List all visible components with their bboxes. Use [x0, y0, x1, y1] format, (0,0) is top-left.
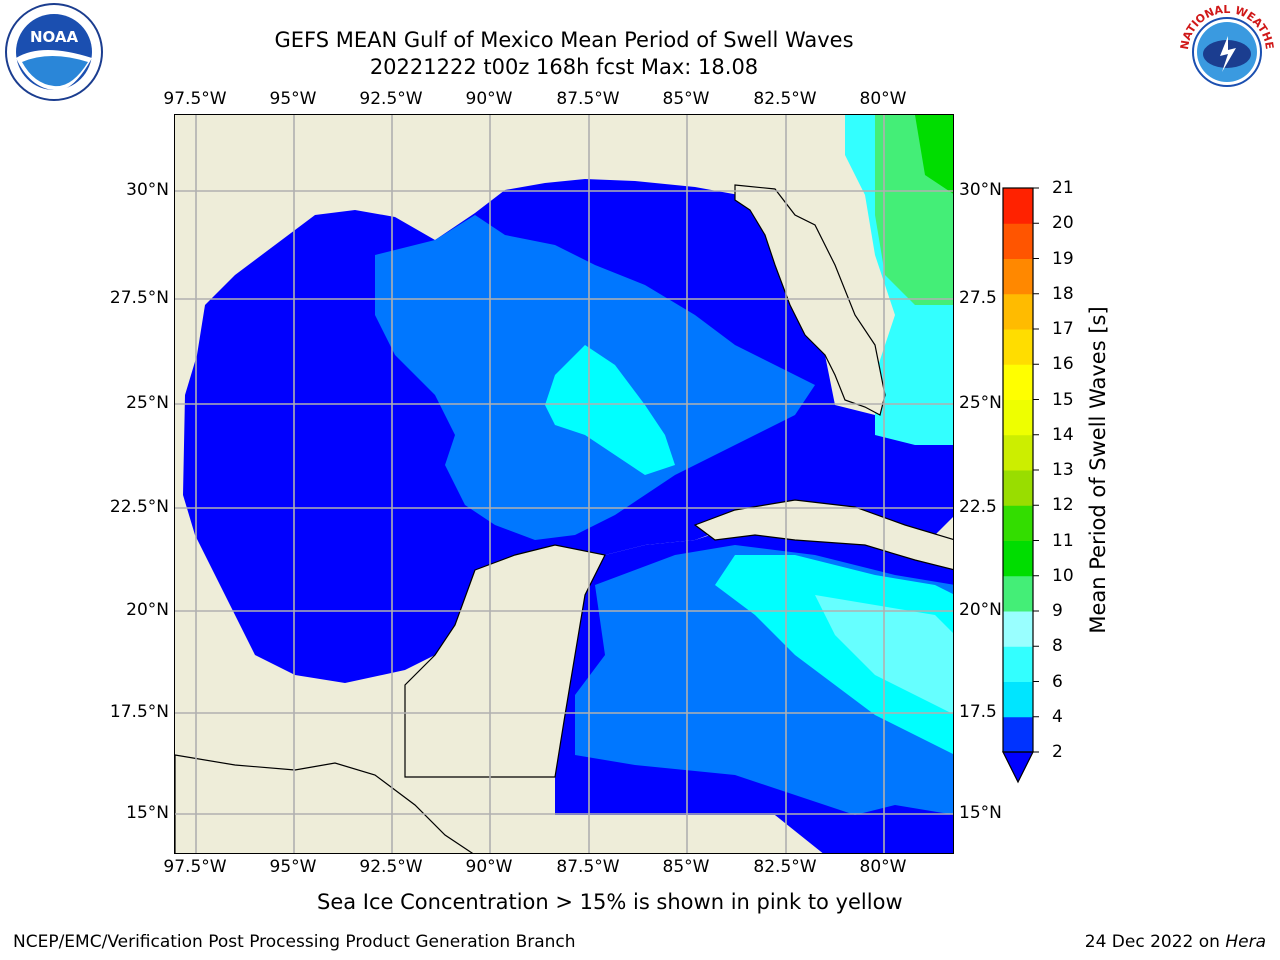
- colorbar-tick-label: 11: [1052, 530, 1074, 551]
- footer-credit: NCEP/EMC/Verification Post Processing Pr…: [13, 932, 576, 952]
- colorbar-segment: [1003, 293, 1033, 330]
- map-panel: [174, 114, 954, 854]
- yucatan-land: [404, 544, 606, 778]
- colorbar-segment: [1003, 611, 1033, 647]
- colorbar-tick-label: 16: [1052, 354, 1074, 375]
- colorbar-label: Mean Period of Swell Waves [s]: [1086, 306, 1110, 634]
- nws-logo: NATIONAL WEATHER SERVICE: [1172, 0, 1278, 106]
- lat-label-right: 17.5: [959, 702, 997, 722]
- colorbar-segment: [1003, 470, 1033, 506]
- lat-label-right: 15°N: [959, 803, 1002, 823]
- noaa-logo: NOAA: [2, 2, 106, 106]
- colorbar-segment: [1003, 646, 1033, 682]
- colorbar-segment: [1003, 716, 1033, 753]
- lon-label-top: 90°W: [465, 89, 513, 109]
- colorbar-tick-label: 12: [1052, 495, 1074, 516]
- lat-label-left: 22.5°N: [109, 497, 169, 517]
- lon-label-top: 80°W: [859, 89, 907, 109]
- lat-label-right: 25°N: [959, 393, 1002, 413]
- lon-label-bottom: 80°W: [859, 857, 907, 877]
- colorbar-segment: [1003, 399, 1033, 436]
- swell-period-map: [175, 115, 953, 853]
- colorbar-segment: [1003, 364, 1033, 400]
- lon-label-bottom: 90°W: [465, 857, 513, 877]
- lon-label-top: 82.5°W: [753, 89, 817, 109]
- colorbar-segment: [1003, 575, 1033, 612]
- colorbar-tick-label: 4: [1052, 706, 1063, 727]
- colorbar-segment: [1003, 223, 1033, 259]
- colorbar-segment: [1003, 434, 1033, 471]
- colorbar-segment: [1003, 258, 1033, 295]
- chart-title: GEFS MEAN Gulf of Mexico Mean Period of …: [274, 28, 854, 52]
- lon-label-top: 92.5°W: [359, 89, 423, 109]
- colorbar-tick-label: 18: [1052, 283, 1074, 304]
- lon-label-top: 85°W: [662, 89, 710, 109]
- lat-label-left: 30°N: [126, 180, 169, 200]
- central-america-land: [175, 754, 474, 853]
- lon-label-bottom: 82.5°W: [753, 857, 817, 877]
- graticule: [175, 115, 953, 853]
- contour-10-11: [915, 115, 953, 194]
- colorbar-tick-label: 19: [1052, 248, 1074, 269]
- lat-label-right: 20°N: [959, 600, 1002, 620]
- lat-label-left: 15°N: [126, 803, 169, 823]
- lat-label-left: 17.5°N: [109, 702, 169, 722]
- colorbar-tick-label: 9: [1052, 601, 1063, 621]
- contour-4-6-carib: [715, 555, 953, 754]
- lon-label-top: 95°W: [269, 89, 317, 109]
- footer-date: 24 Dec 2022 on Hera: [1085, 932, 1266, 952]
- colorbar-segment: [1003, 540, 1033, 577]
- colorbar-tick-label: 6: [1052, 671, 1063, 692]
- colorbar-segment: [1003, 681, 1033, 718]
- cuba-land: [693, 499, 953, 571]
- colorbar-tick-label: 8: [1052, 636, 1063, 657]
- colorbar-tick-label: 21: [1052, 178, 1074, 198]
- colorbar-segment: [1003, 505, 1033, 541]
- colorbar-segment: [1003, 188, 1033, 224]
- footer-date-text: 24 Dec 2022 on: [1084, 932, 1220, 952]
- colorbar-tick-label: 20: [1052, 213, 1074, 234]
- lat-label-left: 27.5°N: [109, 288, 169, 308]
- lat-label-right: 27.5: [959, 288, 997, 308]
- colorbar-tick-label: 10: [1052, 565, 1074, 586]
- lon-label-top: 87.5°W: [556, 89, 620, 109]
- lat-label-right: 22.5: [959, 497, 997, 517]
- svg-text:NOAA: NOAA: [30, 28, 79, 46]
- colorbar-tick-label: 14: [1052, 424, 1074, 445]
- colorbar-tick-label: 13: [1052, 460, 1074, 480]
- colorbar: [1002, 187, 1039, 784]
- footer-host: Hera: [1225, 932, 1266, 952]
- lon-label-bottom: 87.5°W: [556, 857, 620, 877]
- lon-label-top: 97.5°W: [163, 89, 227, 109]
- lat-label-right: 30°N: [959, 180, 1002, 200]
- contour-4-6: [545, 345, 675, 475]
- colorbar-segment: [1003, 329, 1033, 365]
- colorbar-tick-label: 17: [1052, 319, 1074, 339]
- colorbar-tick-label: 2: [1052, 742, 1063, 762]
- lon-label-bottom: 85°W: [662, 857, 710, 877]
- colorbar-under-arrow: [1002, 751, 1034, 784]
- lat-label-left: 25°N: [126, 393, 169, 413]
- chart-subtitle: 20221222 t00z 168h fcst Max: 18.08: [369, 55, 759, 79]
- lon-label-bottom: 95°W: [269, 857, 317, 877]
- lat-label-left: 20°N: [126, 600, 169, 620]
- colorbar-tick-label: 15: [1052, 389, 1074, 410]
- lon-label-bottom: 92.5°W: [359, 857, 423, 877]
- lon-label-bottom: 97.5°W: [163, 857, 227, 877]
- sea-ice-note: Sea Ice Concentration > 15% is shown in …: [317, 890, 903, 914]
